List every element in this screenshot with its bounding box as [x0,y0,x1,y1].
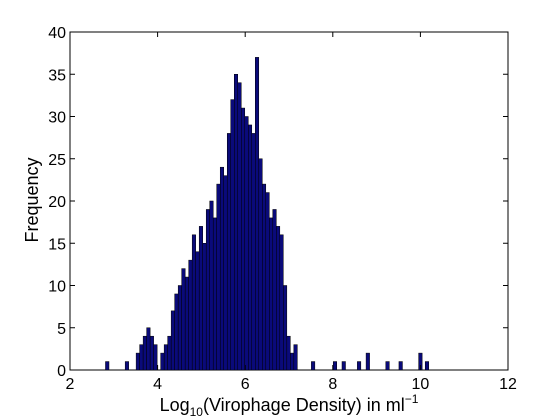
histogram-bar [202,243,207,371]
histogram-bar [398,361,403,371]
x-tick-label: 8 [328,376,337,393]
histogram-bar [149,335,154,371]
x-tick-label: 2 [66,376,75,393]
histogram-bar [198,226,203,371]
y-axis-label: Frequency [22,157,42,242]
histogram-bar [272,209,277,371]
axis-ticks [69,31,509,371]
y-tick-label: 0 [57,363,66,380]
histogram-bar [219,166,224,371]
histogram-bar [181,268,186,371]
histogram-bar [184,276,189,371]
histogram-bar [286,335,291,371]
histogram-bar [124,361,129,371]
x-axis-label: Log10(Virophage Density) in ml−1 [160,392,419,419]
plot-area [69,31,509,371]
histogram-bar [153,344,158,371]
histogram-bar [293,344,298,371]
histogram-bar [311,361,316,371]
x-tick-label: 4 [153,376,162,393]
histogram-bar [251,133,256,371]
histogram-bar [279,234,284,371]
histogram-bar [139,344,144,371]
histogram-bar [385,361,390,371]
y-tick-label: 35 [48,67,66,84]
histogram-bar [230,99,235,371]
histogram-bar [195,251,200,371]
histogram-bar [212,217,217,371]
x-tick-label: 12 [499,376,517,393]
histogram-bar [237,82,242,371]
y-tick-label: 20 [48,194,66,211]
histogram-bar [255,57,260,371]
histogram-bar [244,116,249,371]
histogram-bar [188,259,193,371]
histogram-bar [170,310,175,371]
x-tick-labels: 2 4 6 8 10 12 [66,376,517,393]
histogram-bar [223,175,228,371]
y-tick-label: 5 [57,321,66,338]
histogram-bar [357,361,362,371]
histogram-bar [341,361,346,371]
histogram-bar [241,107,246,371]
histogram-bars [105,57,429,371]
histogram-bar [424,361,429,371]
histogram-bar [226,133,231,371]
x-tick-label: 6 [241,376,250,393]
y-tick-label: 15 [48,236,66,253]
histogram-bar [142,335,147,371]
histogram-bar [283,285,288,371]
histogram-bar [205,209,210,371]
histogram-bar [269,217,274,371]
histogram-bar [105,361,110,371]
histogram-bar [290,352,295,371]
histogram-bar [258,158,263,371]
histogram-bar [160,352,165,371]
histogram-bar [262,183,267,371]
y-tick-label: 40 [48,25,66,42]
y-tick-label: 25 [48,152,66,169]
histogram-bar [276,226,281,371]
histogram-bar [191,234,196,371]
histogram-bar [163,344,168,371]
histogram-bar [209,200,214,371]
y-tick-label: 10 [48,279,66,296]
histogram-bar [248,124,253,371]
histogram-bar [265,192,270,371]
histogram-bar [135,352,140,371]
histogram-bar [234,74,238,371]
histogram-bar [216,183,221,371]
histogram-bar [332,361,337,371]
y-tick-labels: 0 5 10 15 20 25 30 35 40 [48,25,66,380]
histogram-bar [177,285,182,371]
histogram-bar [167,335,172,371]
histogram-bar [365,352,370,371]
x-tick-label: 10 [412,376,430,393]
histogram-bar [174,293,179,371]
histogram-bar [146,327,151,371]
y-tick-label: 30 [48,110,66,127]
